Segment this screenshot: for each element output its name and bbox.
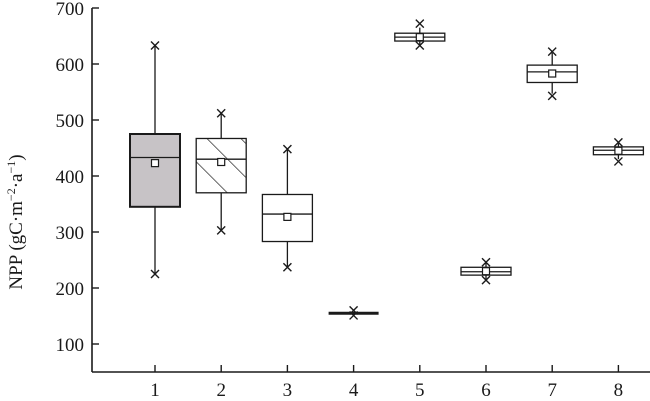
y-axis-title-exp1: −2 bbox=[4, 188, 18, 201]
extreme-stroke bbox=[150, 269, 160, 279]
box-7 bbox=[526, 47, 578, 101]
x-tick-label: 5 bbox=[415, 380, 425, 401]
extreme-stroke bbox=[150, 41, 160, 51]
y-tick-label: 600 bbox=[56, 55, 85, 76]
x-tick-label: 8 bbox=[614, 380, 624, 401]
extreme-marker bbox=[282, 262, 292, 272]
extreme-marker bbox=[613, 137, 623, 147]
extreme-marker bbox=[282, 144, 292, 154]
extreme-marker bbox=[613, 156, 623, 166]
y-tick-label: 700 bbox=[56, 0, 85, 20]
extreme-stroke bbox=[481, 275, 491, 285]
extreme-stroke bbox=[613, 137, 623, 147]
mean-marker bbox=[415, 33, 424, 42]
extreme-marker bbox=[150, 269, 160, 279]
extreme-stroke bbox=[415, 19, 425, 29]
extreme-stroke bbox=[349, 305, 359, 315]
box-2 bbox=[195, 108, 247, 235]
extreme-stroke bbox=[415, 41, 425, 51]
extreme-marker bbox=[216, 108, 226, 118]
box-3 bbox=[261, 144, 314, 272]
y-axis-title: NPP (gC·m−2·a−1) bbox=[4, 154, 27, 289]
extreme-marker bbox=[547, 47, 557, 57]
extreme-marker bbox=[150, 41, 160, 51]
plot-area bbox=[91, 8, 650, 373]
extreme-marker bbox=[481, 275, 491, 285]
y-axis-title-mid: ·a bbox=[6, 173, 27, 188]
box-6 bbox=[460, 257, 512, 285]
y-tick-label: 400 bbox=[56, 167, 85, 188]
x-axis: 1 2 3 4 5 6 7 8 bbox=[150, 365, 623, 401]
extreme-stroke bbox=[282, 144, 292, 154]
x-tick-label: 4 bbox=[349, 380, 359, 401]
mean-marker bbox=[283, 212, 292, 221]
x-tick-label: 7 bbox=[547, 380, 557, 401]
extreme-marker bbox=[547, 91, 557, 101]
extreme-marker bbox=[415, 19, 425, 29]
extreme-stroke bbox=[216, 225, 226, 235]
extreme-marker bbox=[216, 225, 226, 235]
box-8 bbox=[592, 137, 645, 166]
x-tick-label: 3 bbox=[283, 380, 293, 401]
y-axis-title-prefix: NPP (gC·m bbox=[6, 201, 27, 290]
mean-marker bbox=[217, 157, 226, 167]
extreme-stroke bbox=[613, 156, 623, 166]
extreme-stroke bbox=[547, 47, 557, 57]
box-1 bbox=[129, 41, 181, 279]
extreme-marker bbox=[349, 305, 359, 315]
mean-marker bbox=[614, 146, 623, 155]
y-tick-label: 200 bbox=[56, 279, 85, 300]
mean-marker bbox=[548, 69, 557, 78]
box-body bbox=[129, 133, 181, 208]
extreme-stroke bbox=[216, 108, 226, 118]
extreme-stroke bbox=[481, 257, 491, 267]
y-axis: 100 200 300 400 500 600 700 bbox=[56, 0, 99, 356]
mean-marker bbox=[150, 159, 160, 168]
boxes bbox=[129, 19, 645, 320]
extreme-stroke bbox=[547, 91, 557, 101]
box-4 bbox=[328, 305, 379, 320]
x-tick-label: 2 bbox=[216, 380, 226, 401]
y-axis-title-suffix: ) bbox=[6, 154, 27, 160]
x-tick-label: 1 bbox=[150, 380, 160, 401]
extreme-marker bbox=[481, 257, 491, 267]
extreme-marker bbox=[415, 41, 425, 51]
y-tick-label: 300 bbox=[56, 223, 85, 244]
y-tick-label: 500 bbox=[56, 111, 85, 132]
extreme-stroke bbox=[282, 262, 292, 272]
mean-marker bbox=[481, 267, 491, 276]
y-tick-label: 100 bbox=[56, 335, 85, 356]
y-axis-title-exp2: −1 bbox=[4, 161, 18, 174]
x-tick-label: 6 bbox=[481, 380, 491, 401]
box-5 bbox=[394, 19, 446, 51]
